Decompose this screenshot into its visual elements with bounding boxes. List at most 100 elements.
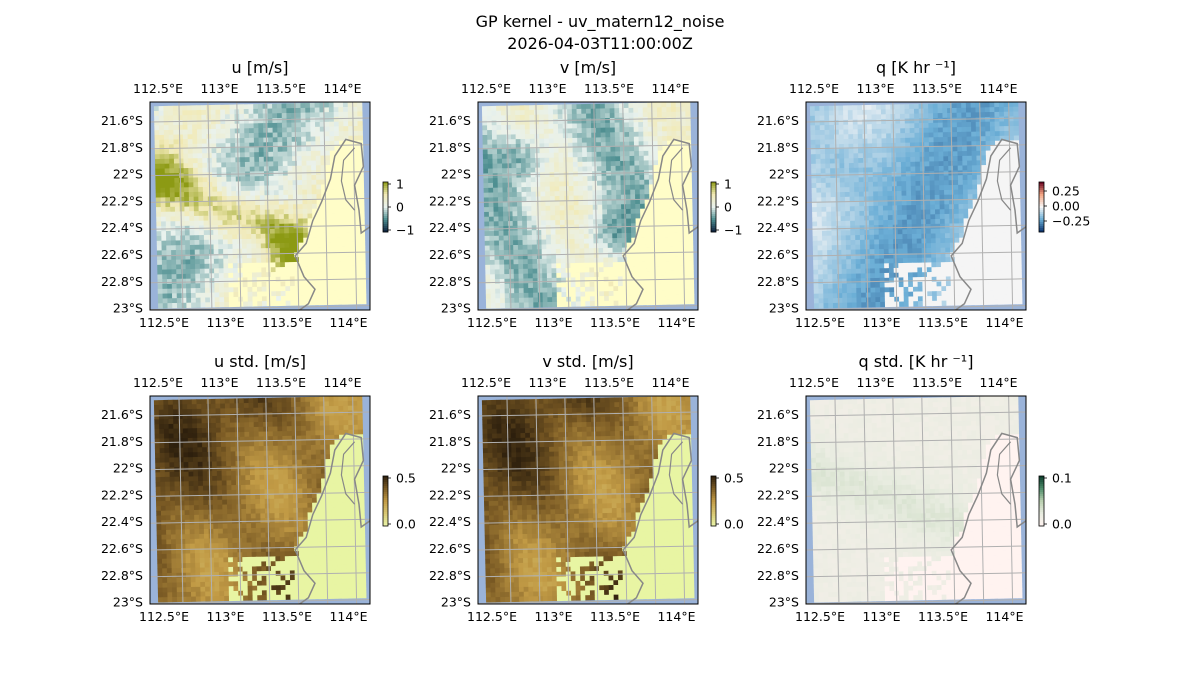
heatmap-cell — [190, 273, 196, 280]
heatmap-cell — [943, 175, 949, 181]
heatmap-cell — [216, 176, 223, 183]
heatmap-cell — [559, 191, 565, 197]
heatmap-cell — [886, 147, 892, 154]
heatmap-cell — [267, 108, 273, 114]
heatmap-cell — [531, 239, 538, 246]
heatmap-cell — [578, 205, 584, 211]
heatmap-cell — [574, 248, 580, 254]
heatmap-cell — [910, 161, 916, 168]
heatmap-cell — [491, 105, 497, 112]
heatmap-cell — [512, 211, 518, 217]
heatmap-cell — [332, 294, 339, 301]
heatmap-cell — [360, 241, 366, 247]
heatmap-cell — [351, 299, 358, 305]
heatmap-cell — [487, 130, 493, 136]
heatmap-cell — [269, 204, 275, 211]
heatmap-cell — [592, 190, 598, 196]
heatmap-cell — [226, 205, 233, 211]
heatmap-cell — [294, 276, 300, 282]
heatmap-cell — [173, 148, 179, 155]
heatmap-cell — [640, 237, 646, 243]
lat-tick-label: 22.4°S — [429, 220, 471, 235]
heatmap-cell — [615, 146, 621, 152]
heatmap-cell — [169, 168, 175, 174]
heatmap-cell — [228, 272, 234, 279]
heatmap-cell — [684, 284, 690, 290]
heatmap-cell — [584, 281, 591, 288]
heatmap-cell — [905, 132, 911, 139]
heatmap-cell — [239, 123, 245, 129]
heatmap-cell — [582, 180, 588, 187]
heatmap-cell — [664, 222, 670, 228]
heatmap-cell — [831, 211, 837, 217]
heatmap-cell — [545, 210, 551, 216]
heatmap-cell — [864, 215, 870, 221]
heatmap-cell — [687, 236, 694, 242]
heatmap-cell — [200, 283, 206, 289]
heatmap-cell — [668, 212, 674, 219]
heatmap-cell — [633, 136, 640, 142]
heatmap-cell — [644, 218, 651, 224]
heatmap-cell — [947, 151, 954, 157]
heatmap-cell — [258, 147, 265, 153]
heatmap-cell — [311, 179, 317, 186]
heatmap-cell — [251, 229, 257, 235]
heatmap-cell — [516, 158, 522, 164]
heatmap-cell — [327, 246, 333, 253]
heatmap-cell — [263, 161, 270, 167]
heatmap-cell — [664, 256, 670, 262]
heatmap-cell — [343, 121, 349, 127]
heatmap-cell — [631, 256, 637, 263]
colorbar-segment — [383, 222, 388, 225]
heatmap-cell — [596, 175, 603, 182]
heatmap-cell — [911, 195, 917, 201]
heatmap-cell — [222, 205, 228, 212]
heatmap-cell — [635, 203, 641, 210]
heatmap-cell — [325, 155, 331, 161]
heatmap-cell — [230, 138, 236, 144]
heatmap-cell — [844, 182, 850, 188]
heatmap-cell — [878, 200, 884, 207]
heatmap-cell — [157, 259, 163, 266]
heatmap-cell — [1001, 222, 1007, 228]
heatmap-cell — [500, 110, 507, 116]
colorbar-tick-label: 1 — [724, 177, 732, 192]
heatmap-cell — [536, 210, 542, 217]
heatmap-cell — [156, 231, 162, 237]
heatmap-cell — [223, 287, 230, 293]
parallel-line — [478, 251, 698, 257]
heatmap-cell — [578, 209, 584, 216]
heatmap-cell — [676, 121, 682, 127]
heatmap-cell — [291, 146, 298, 152]
heatmap-cell — [1008, 116, 1014, 122]
heatmap-cell — [489, 250, 495, 256]
heatmap-cell — [210, 109, 216, 116]
heatmap-cell — [966, 122, 972, 128]
heatmap-cell — [881, 123, 887, 130]
heatmap-cell — [618, 290, 624, 297]
heatmap-cell — [491, 129, 498, 136]
heatmap-cell — [281, 103, 287, 109]
heatmap-cell — [165, 197, 171, 203]
heatmap-cell — [339, 150, 345, 156]
lon-tick-label-top: 114°E — [651, 81, 689, 96]
heatmap-cell — [355, 241, 361, 247]
heatmap-cell — [862, 138, 868, 144]
heatmap-cell — [324, 131, 330, 137]
heatmap-cell — [305, 131, 311, 138]
heatmap-cell — [164, 158, 170, 165]
heatmap-cell — [257, 296, 263, 302]
heatmap-cell — [172, 298, 178, 304]
heatmap-cell — [933, 122, 939, 129]
heatmap-cell — [249, 166, 255, 172]
heatmap-cell — [491, 115, 497, 121]
heatmap-cell — [346, 289, 353, 295]
heatmap-cell — [614, 122, 620, 128]
heatmap-cell — [862, 124, 868, 130]
heatmap-cell — [511, 168, 517, 174]
heatmap-cell — [494, 274, 501, 280]
heatmap-cell — [1013, 116, 1019, 122]
heatmap-cell — [311, 203, 318, 210]
heatmap-cell — [168, 149, 175, 155]
heatmap-cell — [539, 124, 545, 130]
